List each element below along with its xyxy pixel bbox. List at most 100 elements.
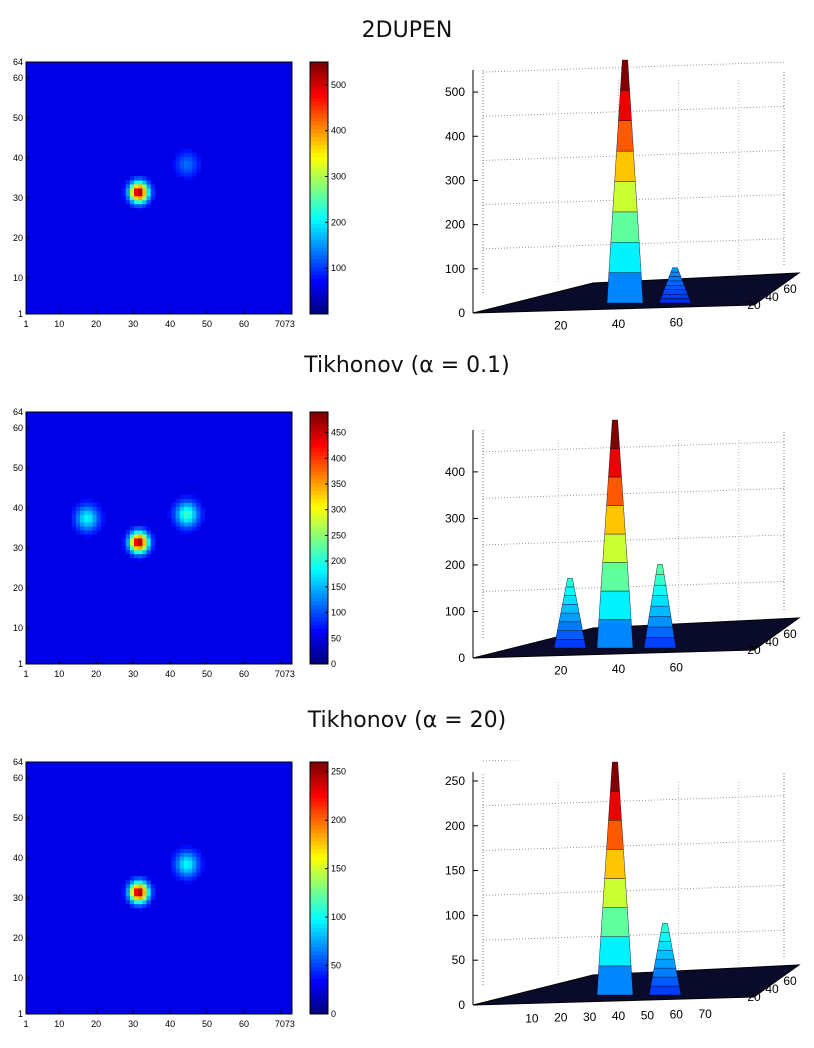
heatmap-cell (142, 545, 147, 551)
heatmap-cell (125, 895, 131, 901)
heatmap-cell (188, 868, 193, 873)
colorbar-step (310, 549, 328, 555)
y-tick-label: 1 (18, 659, 23, 669)
colorbar-step (310, 306, 328, 311)
heatmap-cell (175, 860, 181, 865)
colorbar-step (310, 105, 328, 110)
colorbar-step (310, 176, 328, 181)
y-tick-label: 60 (13, 73, 23, 83)
colorbar-step (310, 117, 328, 122)
heatmap-cell (84, 530, 89, 535)
heatmap-cell (88, 502, 93, 507)
heatmap-cell (188, 522, 193, 527)
surface-peaks (553, 419, 677, 649)
heatmap-cell (125, 541, 131, 547)
heatmap-cell (171, 852, 177, 857)
z-tick-label: 200 (445, 558, 465, 572)
colorbar-step (310, 569, 328, 574)
colorbar-tick-label: 200 (331, 815, 346, 825)
surface-lobe (648, 985, 682, 996)
heatmap-cell (129, 526, 135, 531)
heatmap-cell (192, 172, 197, 177)
colorbar-step (310, 290, 328, 295)
heatmap-cell (192, 152, 197, 157)
x-tick-label: 10 (525, 1011, 539, 1025)
colorbar-frame (309, 61, 329, 315)
heatmap-cell (196, 518, 201, 523)
surface-lobe (604, 505, 626, 535)
heatmap-cell (188, 156, 193, 161)
heatmap-cell (171, 518, 177, 523)
heatmap-cell (142, 553, 147, 559)
surface-lobe (598, 936, 632, 967)
heatmap-cells (121, 844, 206, 913)
heatmap-cell (171, 872, 177, 877)
colorbar-step (310, 958, 328, 964)
heatmap-cell (171, 856, 177, 861)
colorbar-step (310, 601, 328, 606)
colorbar-step (310, 608, 328, 614)
heatmap-cell (196, 164, 201, 169)
heatmap-cell (179, 156, 185, 161)
colorbar-step (310, 773, 328, 779)
colorbar-step (310, 632, 328, 637)
colorbar-tick-label: 400 (331, 453, 346, 463)
heatmap-cell (179, 514, 185, 519)
heatmap-cell (150, 541, 156, 547)
surface-lobe (602, 533, 628, 563)
z-grid-line (482, 105, 785, 117)
heatmap-cell (146, 195, 152, 201)
heatmap-cell (192, 868, 197, 873)
colorbar-step (310, 781, 328, 787)
colorbar-tick-label: 150 (331, 582, 346, 592)
colorbar-step (310, 294, 328, 299)
heatmap-cell (146, 176, 152, 181)
surface-floor (472, 964, 801, 1006)
colorbar-step (310, 935, 328, 940)
surface-lobe (663, 285, 687, 290)
heatmap-cell (142, 191, 147, 197)
heatmap-cell (142, 891, 147, 897)
heatmap-cell (200, 506, 206, 511)
heatmap-cell (92, 514, 98, 519)
heatmap-cell (150, 891, 156, 897)
figure-title-tikhonov-0-1: Tikhonov (α = 0.1) (304, 353, 510, 378)
heatmap-cell (183, 176, 189, 181)
heatmap-cell (179, 526, 185, 531)
heatmap-cell (129, 884, 135, 889)
z-grid-line (482, 884, 785, 896)
heatmap-cell (171, 502, 177, 507)
heatmap-cell (96, 514, 102, 519)
heatmap-cell (142, 199, 147, 205)
x-tick-label: 70 (698, 1007, 712, 1021)
colorbar-step (310, 270, 328, 276)
colorbar-step (310, 530, 328, 535)
heatmap-cell (138, 199, 143, 205)
heatmap-cell (138, 549, 143, 555)
heatmap-cell (188, 518, 193, 523)
heatmap-cell (125, 184, 131, 189)
heatmap-cell (171, 864, 177, 869)
colorbar-tick-label: 450 (331, 428, 346, 438)
heatmap-cell (183, 518, 189, 523)
heatmap-cell (134, 176, 139, 181)
surface-lobe (558, 612, 582, 623)
heatmap-cell (183, 856, 189, 861)
surface-lobe (652, 967, 678, 978)
heatmap-cell (196, 868, 201, 873)
heatmap-cell (175, 510, 181, 515)
heatmap-cell (125, 538, 131, 543)
heatmap-cell (125, 549, 131, 555)
heatmap-cell (179, 844, 185, 850)
colorbar-step (310, 239, 328, 244)
colorbar-step (310, 604, 328, 610)
surface-lobe (608, 448, 622, 478)
colorbar-step (310, 966, 328, 972)
heatmap-cell (71, 518, 77, 523)
colorbar-step (310, 777, 328, 783)
y-tick-label: 60 (13, 773, 23, 783)
heatmap-cell (192, 494, 197, 500)
colorbar-tick-label: 350 (331, 479, 346, 489)
heatmap-cell (175, 864, 181, 869)
heatmap-cell (200, 518, 206, 523)
